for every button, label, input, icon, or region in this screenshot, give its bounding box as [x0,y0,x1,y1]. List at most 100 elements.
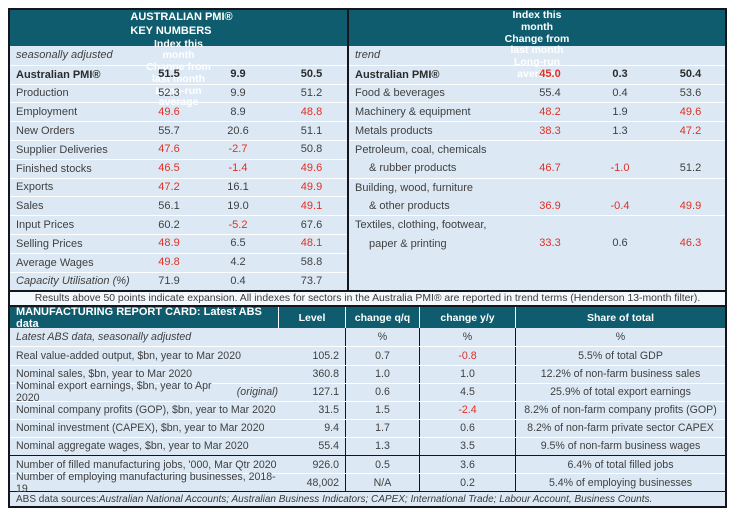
pmi-header-left: AUSTRALIAN PMI® KEY NUMBERS Index this m… [10,10,347,108]
pmi-row: Metals products 38.3 1.3 47.2 [349,121,725,140]
pmi-row-label: New Orders [16,125,75,138]
abs-row-label-emphasis: (original) [236,386,278,399]
abs-row-label: Nominal investment (CAPEX), $bn, year to… [16,422,265,435]
abs-change-yy-cell: -0.8 [419,347,515,365]
pmi-row: Sales 56.1 19.0 49.1 [10,196,347,215]
pmi-value-cell: 1.9 [612,105,628,118]
pmi-value-cell: -0.4 [610,199,630,212]
abs-level-cell: 360.8 [312,368,339,381]
abs-share-cell: 8.2% of non-farm private sector CAPEX [515,419,725,437]
pmi-key-numbers-table: AUSTRALIAN PMI® KEY NUMBERS Index this m… [10,9,725,291]
abs-table-header: MANUFACTURING REPORT CARD: Latest ABS da… [10,305,725,330]
abs-row: Nominal aggregate wages, $bn, year to Ma… [10,436,725,456]
pmi-value-cell: -5.2 [228,218,248,231]
abs-row: Number of filled manufacturing jobs, '00… [10,455,725,474]
abs-change-yy-cell: 1.0 [419,365,515,383]
pmi-value-cell: 49.6 [679,105,702,118]
pmi-right-rows: Australian PMI® 45.0 0.3 50.4 Food & beverag… [349,64,725,253]
abs-level-cell: 55.4 [318,440,339,453]
column-header-change-yy: change y/y [419,307,515,329]
abs-share-cell: 5.5% of total GDP [515,347,725,365]
pmi-value-cell: 46.5 [158,162,180,175]
pmi-value-cell: 53.6 [679,86,702,99]
pmi-value-cell: 1.3 [612,124,628,137]
pmi-row-label: Australian PMI® [355,68,440,81]
pmi-row: Input Prices 60.2 -5.2 67.6 [10,215,347,234]
pmi-value-cell: 46.7 [539,162,561,175]
pmi-row: Building, wood, furniture & other product… [349,177,725,216]
pmi-value-cell: 51.1 [300,124,323,137]
abs-row-label: Number of filled manufacturing jobs, '00… [16,458,277,471]
column-header-index-this-month: Index this month [153,37,203,62]
abs-share-cell: % [515,328,725,347]
pmi-row: New Orders 55.7 20.6 51.1 [10,121,347,140]
pmi-row-label: Exports [16,181,54,194]
abs-table-rows: Latest ABS data, seasonally adjusted%%% R… [10,328,725,495]
pmi-value-cell: 0.3 [612,68,628,81]
pmi-value-cell: 51.2 [679,162,702,175]
abs-share-cell: 9.5% of non-farm business wages [515,437,725,456]
pmi-row-label: Supplier Deliveries [16,143,108,156]
pmi-title-line2: KEY NUMBERS [130,25,212,38]
abs-change-qq-cell: 1.5 [345,401,419,419]
pmi-value-cell: 4.2 [230,256,246,269]
pmi-row-label: Machinery & equipment [355,106,471,119]
abs-row-label: Latest ABS data, seasonally adjusted [16,331,192,344]
pmi-value-cell: 0.6 [612,237,628,250]
abs-sources-prefix: ABS data sources: [16,493,99,505]
pmi-value-cell: 47.2 [679,124,702,137]
pmi-title-line1: AUSTRALIAN PMI® [130,11,233,23]
pmi-value-cell: 48.9 [158,237,180,250]
abs-change-qq-cell: 0.6 [345,383,419,401]
abs-level-cell: 48,002 [306,476,339,489]
abs-row: Nominal sales, $bn, year to Mar 2020 360.… [10,364,725,383]
abs-change-qq-cell: 1.0 [345,365,419,383]
pmi-header-right: Index this month Change from last month … [347,9,725,80]
abs-row-label: Nominal export earnings, $bn, year to Ap… [16,380,278,405]
pmi-value-cell: 49.9 [679,199,702,212]
pmi-row-label-line1: Building, wood, furniture [355,181,474,194]
pmi-value-cell: 73.7 [300,274,323,287]
pmi-row-label: Textiles, clothing, footwear, paper & pri… [349,216,516,253]
pmi-value-cell: 56.1 [158,199,180,212]
pmi-row-label-line2: paper & printing [369,237,447,250]
pmi-row: Machinery & equipment 48.2 1.9 49.6 [349,102,725,121]
pmi-row: Production 52.3 9.9 51.2 [10,83,347,103]
pmi-row-label: Australian PMI® [16,68,101,81]
pmi-value-cell: 58.8 [300,256,323,269]
pmi-value-cell: 0.4 [612,86,628,99]
pmi-value-cell: -1.0 [610,162,630,175]
pmi-row-label: Petroleum, coal, chemicals & rubber produ… [349,141,516,178]
abs-row-label: Number of employing manufacturing busine… [16,470,276,495]
abs-change-yy-cell: 4.5 [419,383,515,401]
pmi-value-cell: -1.4 [228,162,248,175]
abs-row: Nominal export earnings, $bn, year to Ap… [10,380,725,405]
section-label-trend: trend [355,49,381,62]
pmi-value-cell: 49.8 [158,256,180,269]
abs-change-yy-cell: 3.5 [419,437,515,456]
abs-table-title: MANUFACTURING REPORT CARD: Latest ABS da… [16,305,262,330]
pmi-value-cell: 52.3 [158,86,180,99]
pmi-seasonally-adjusted-panel: seasonally adjusted Australian PMI® 51.5 9… [10,46,347,290]
abs-row-label: Nominal company profits (GOP), $bn, year… [16,404,276,417]
abs-row: Nominal company profits (GOP), $bn, year… [10,400,725,419]
abs-share-cell: 12.2% of non-farm business sales [515,365,725,383]
pmi-row: Australian PMI® 51.5 9.9 50.5 [10,64,347,84]
pmi-value-cell: 51.5 [158,68,180,81]
pmi-row-label: Average Wages [16,256,94,269]
section-label-seasonally-adjusted: seasonally adjusted [16,49,113,62]
abs-change-yy-cell: 0.2 [419,474,515,492]
pmi-value-cell: 45.0 [539,68,561,81]
pmi-value-cell: 6.5 [230,237,246,250]
pmi-table-title: AUSTRALIAN PMI® KEY NUMBERS [124,10,232,39]
abs-level-cell: 926.0 [312,458,339,471]
pmi-value-cell: 0.4 [230,274,246,287]
abs-row-label: Real value-added output, $bn, year to Ma… [16,350,241,362]
abs-change-yy-cell: 3.6 [419,456,515,474]
pmi-value-cell: 38.3 [539,124,561,137]
column-header-level: Level [278,307,345,329]
abs-share-cell: 8.2% of non-farm company profits (GOP) [515,401,725,419]
pmi-value-cell: 47.2 [158,180,180,193]
pmi-report-tables: AUSTRALIAN PMI® KEY NUMBERS Index this m… [8,8,727,509]
